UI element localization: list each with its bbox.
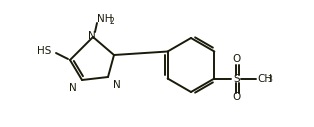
Text: N: N: [113, 80, 121, 90]
Text: NH: NH: [97, 14, 112, 24]
Text: HS: HS: [37, 46, 51, 56]
Text: N: N: [69, 83, 77, 93]
Text: 3: 3: [268, 75, 273, 84]
Text: O: O: [232, 54, 241, 65]
Text: 2: 2: [109, 17, 114, 26]
Text: O: O: [232, 92, 241, 102]
Text: CH: CH: [257, 74, 273, 83]
Text: N: N: [88, 31, 96, 41]
Text: S: S: [233, 74, 240, 83]
